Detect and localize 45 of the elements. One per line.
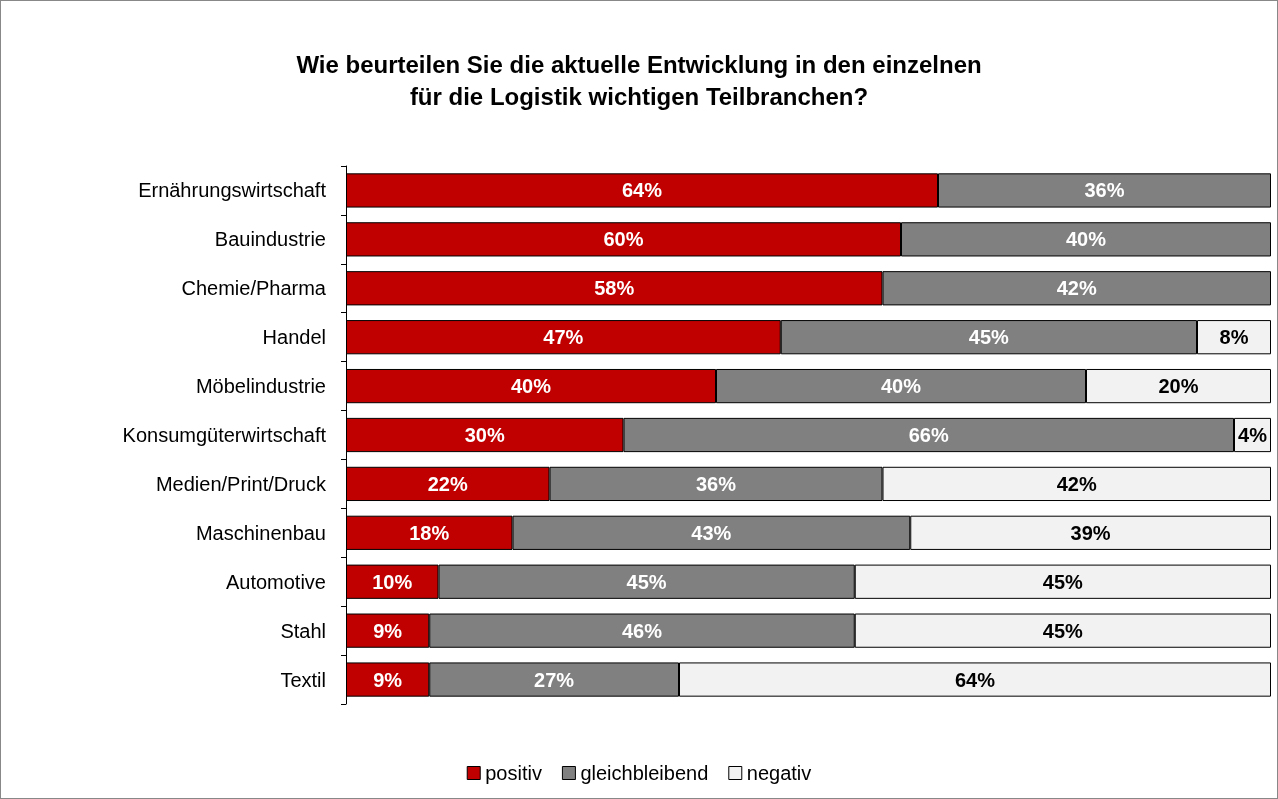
data-label: 66%	[908, 424, 949, 446]
legend-label: negativ	[746, 762, 812, 784]
data-label: 45%	[1042, 570, 1084, 593]
y-tick-label: Textil	[280, 668, 326, 691]
data-label: 18%	[409, 521, 450, 544]
data-label: 20%	[1158, 375, 1199, 398]
data-label: 60%	[603, 228, 644, 251]
data-label: 42%	[1056, 472, 1097, 495]
data-label: 9%	[373, 668, 403, 691]
data-label: 40%	[1065, 228, 1107, 251]
data-label: 30%	[464, 424, 505, 446]
y-tick-label: Automotive	[225, 570, 326, 593]
y-tick-label: Chemie/Pharma	[181, 277, 327, 300]
data-label: 9%	[373, 619, 403, 642]
data-label: 42%	[1056, 277, 1097, 300]
data-label: 10%	[372, 570, 413, 593]
legend-label: gleichbleibend	[580, 762, 709, 784]
data-label: 64%	[954, 668, 996, 691]
data-label: 40%	[880, 375, 922, 398]
y-tick-label: Möbelindustrie	[195, 375, 326, 398]
data-label: 36%	[695, 472, 737, 495]
y-tick-label: Medien/Print/Druck	[155, 472, 327, 495]
data-label: 22%	[427, 472, 468, 495]
y-tick-label: Handel	[262, 326, 326, 349]
data-label: 64%	[621, 179, 663, 202]
y-tick-label: Maschinenbau	[195, 521, 326, 544]
data-label: 27%	[534, 668, 575, 691]
y-tick-label: Stahl	[280, 619, 326, 642]
data-label: 47%	[543, 326, 584, 349]
chart-title: Wie beurteilen Sie die aktuelle Entwicklung in den einzelnen für die Logistik wichtigen Teilbranchen?	[296, 50, 982, 110]
data-label: 43%	[691, 521, 732, 544]
legend-label: positiv	[485, 762, 542, 784]
data-label: 40%	[510, 375, 552, 398]
data-label: 45%	[968, 326, 1010, 349]
y-tick-label: Konsumgüterwirtschaft	[122, 424, 327, 446]
data-label: 4%	[1238, 424, 1268, 446]
data-label: 45%	[1042, 619, 1084, 642]
data-label: 58%	[594, 277, 635, 300]
data-label: 39%	[1070, 521, 1111, 544]
data-label: 46%	[621, 619, 663, 642]
data-label: 45%	[626, 570, 667, 593]
y-tick-label: Ernährungswirtschaft	[138, 179, 327, 202]
data-label: 8%	[1219, 326, 1249, 349]
data-label: 36%	[1084, 179, 1125, 202]
y-tick-label: Bauindustrie	[214, 228, 326, 251]
